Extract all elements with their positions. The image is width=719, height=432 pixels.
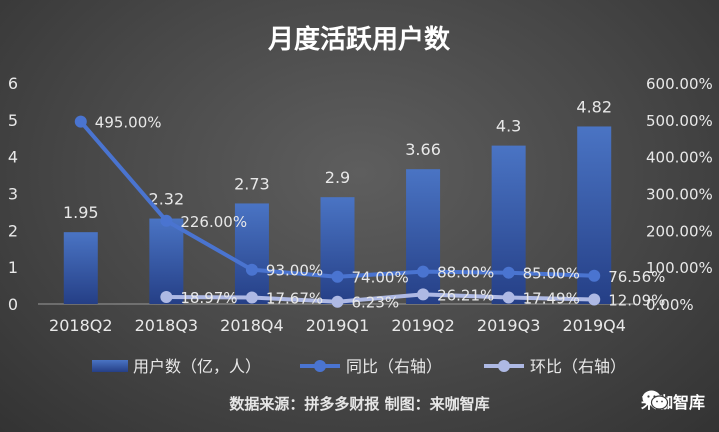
- legend-bar-label: 用户数（亿，人）: [133, 357, 261, 376]
- yoy-point: [245, 263, 258, 276]
- mom-point: [502, 291, 515, 304]
- mom-value-label: 6.23%: [352, 294, 400, 312]
- x-tick-label: 2019Q2: [391, 316, 455, 335]
- x-tick-label: 2019Q4: [562, 316, 626, 335]
- y-tick-label: 6: [8, 74, 18, 93]
- mom-point: [417, 288, 430, 301]
- legend-bar-swatch: [92, 360, 128, 372]
- yoy-point: [74, 115, 87, 128]
- source-note: 数据来源：拼多多财报 制图：来咖智库: [229, 395, 490, 413]
- y2-tick-label: 600.00%: [646, 75, 713, 93]
- yoy-value-label: 85.00%: [523, 265, 580, 283]
- chart-title: 月度活跃用户数: [267, 24, 451, 55]
- yoy-point: [417, 265, 430, 278]
- legend-yoy-marker: [314, 360, 326, 372]
- legend-mom-label: 环比（右轴）: [530, 357, 626, 376]
- x-tick-label: 2018Q3: [135, 316, 199, 335]
- yoy-value-label: 226.00%: [180, 213, 247, 231]
- x-tick-label: 2018Q4: [220, 316, 284, 335]
- bar-value-label: 2.9: [325, 168, 350, 187]
- mom-point: [588, 293, 601, 306]
- y2-tick-label: 500.00%: [646, 112, 713, 130]
- yoy-value-label: 74.00%: [352, 269, 409, 287]
- wechat-icon: [642, 390, 669, 410]
- mom-value-label: 17.49%: [523, 290, 580, 308]
- y2-tick-label: 400.00%: [646, 149, 713, 167]
- bar-value-label: 1.95: [63, 203, 99, 222]
- yoy-value-label: 495.00%: [95, 114, 162, 132]
- bar: [149, 218, 184, 304]
- bar-value-label: 4.3: [496, 117, 521, 136]
- x-tick-label: 2018Q2: [49, 316, 113, 335]
- y-tick-label: 1: [8, 258, 18, 277]
- y-tick-label: 4: [8, 148, 18, 167]
- yoy-value-label: 76.56%: [608, 268, 665, 286]
- mom-value-label: 18.97%: [180, 289, 237, 307]
- bar: [491, 145, 526, 304]
- yoy-point: [588, 269, 601, 282]
- y-tick-label: 3: [8, 185, 18, 204]
- bar-value-label: 3.66: [405, 140, 441, 159]
- y-tick-label: 5: [8, 111, 18, 130]
- legend-mom-marker: [498, 360, 510, 372]
- y2-tick-label: 100.00%: [646, 259, 713, 277]
- mom-value-label: 12.09%: [608, 292, 665, 310]
- y-tick-label: 0: [8, 295, 18, 314]
- mom-point: [160, 291, 173, 304]
- bar-value-label: 2.73: [234, 174, 270, 193]
- bar: [320, 197, 355, 304]
- x-tick-label: 2019Q1: [306, 316, 370, 335]
- bar-value-label: 4.82: [576, 97, 612, 116]
- y2-tick-label: 300.00%: [646, 186, 713, 204]
- mom-point: [245, 291, 258, 304]
- mom-point: [331, 295, 344, 308]
- mom-value-label: 26.21%: [437, 286, 494, 304]
- y2-tick-label: 200.00%: [646, 222, 713, 240]
- bar: [63, 232, 98, 304]
- bar: [234, 203, 269, 304]
- yoy-point: [502, 266, 515, 279]
- brand: 来咖智库: [641, 389, 705, 413]
- mom-value-label: 17.67%: [266, 289, 323, 307]
- mom-line: [166, 292, 595, 304]
- x-tick-label: 2019Q3: [477, 316, 541, 335]
- legend-yoy-label: 同比（右轴）: [346, 357, 442, 376]
- bar-value-label: 2.32: [149, 190, 185, 209]
- yoy-value-label: 88.00%: [437, 264, 494, 282]
- yoy-point: [160, 214, 173, 227]
- yoy-point: [331, 270, 344, 283]
- yoy-value-label: 93.00%: [266, 262, 323, 280]
- y2-tick-label: 0.00%: [646, 296, 694, 314]
- y-tick-label: 2: [8, 221, 18, 240]
- bar: [406, 169, 441, 304]
